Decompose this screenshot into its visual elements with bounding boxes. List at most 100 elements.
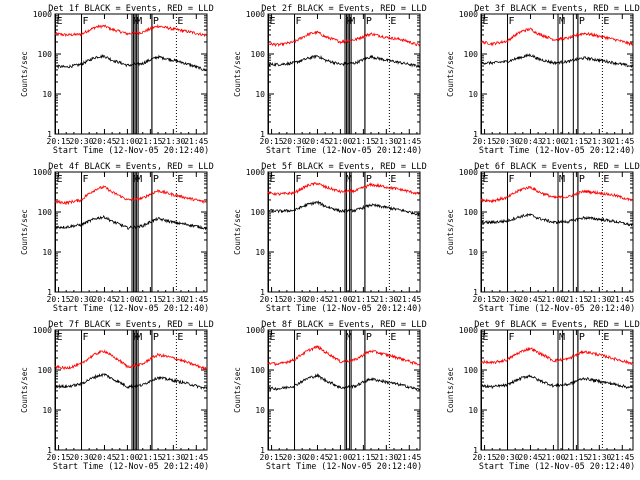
marker-label: E: [603, 16, 609, 27]
y-tick-label: 10: [468, 90, 478, 99]
marker-label: E: [177, 174, 183, 185]
y-tick-label: 1: [473, 446, 478, 455]
marker-label: M: [346, 16, 352, 27]
x-tick-label: 21:30: [374, 137, 398, 146]
series-line-events: [267, 200, 420, 216]
marker-label: P: [366, 174, 372, 185]
x-tick-label: 20:45: [92, 453, 116, 462]
x-axis-label: Start Time (12-Nov-05 20:12:40): [53, 461, 209, 471]
x-tick-label: 20:45: [305, 137, 329, 146]
y-axis-label: Counts/sec: [446, 209, 455, 255]
y-tick-label: 1000: [33, 168, 52, 177]
y-tick-label: 1000: [246, 168, 265, 177]
y-axis-label: Counts/sec: [233, 367, 242, 413]
y-tick-label: 1: [473, 130, 478, 139]
marker-label: P: [153, 174, 159, 185]
y-tick-label: 1: [260, 288, 265, 297]
y-axis-label: Counts/sec: [233, 51, 242, 97]
x-tick-label: 20:30: [282, 453, 306, 462]
chart-panel-4: Det 4f BLACK = Events, RED = LLD 1 10 100 10…: [20, 162, 214, 313]
y-tick-label: 10: [468, 406, 478, 415]
marker-label: E: [390, 16, 396, 27]
marker-label: E: [57, 16, 63, 27]
series-line-events: [54, 53, 207, 72]
y-axis-label: Counts/sec: [233, 209, 242, 255]
marker-label: F: [296, 174, 302, 185]
chart-panel-7: Det 7f BLACK = Events, RED = LLD 1 10 100 10…: [20, 320, 214, 471]
x-tick-label: 21:00: [115, 137, 139, 146]
marker-label: E: [483, 16, 489, 27]
y-tick-label: 1000: [459, 326, 478, 335]
marker-label: P: [579, 16, 585, 27]
y-tick-label: 1: [473, 288, 478, 297]
plot-frame: [480, 171, 634, 293]
y-tick-label: 1: [260, 446, 265, 455]
x-axis-label: Start Time (12-Nov-05 20:12:40): [479, 303, 635, 313]
y-tick-label: 1: [47, 288, 52, 297]
plot-frame: [54, 171, 208, 293]
x-tick-label: 20:15: [473, 295, 497, 304]
plot-frame: [54, 329, 208, 451]
x-axis-label: Start Time (12-Nov-05 20:12:40): [266, 145, 422, 155]
x-tick-label: 20:30: [495, 295, 519, 304]
marker-label: M: [133, 332, 139, 343]
y-tick-label: 100: [251, 366, 266, 375]
marker-label: M: [559, 174, 565, 185]
series-line-lld: [480, 27, 633, 47]
x-tick-label: 21:30: [587, 453, 611, 462]
y-tick-label: 100: [464, 366, 479, 375]
x-tick-label: 21:00: [115, 295, 139, 304]
x-tick-label: 20:15: [47, 453, 71, 462]
x-tick-label: 20:45: [92, 137, 116, 146]
x-tick-label: 20:15: [260, 137, 284, 146]
x-tick-label: 20:45: [518, 295, 542, 304]
x-tick-label: 21:00: [328, 137, 352, 146]
series-line-lld: [267, 30, 420, 48]
x-tick-label: 20:15: [47, 137, 71, 146]
marker-label: M: [133, 174, 139, 185]
x-tick-label: 21:30: [587, 295, 611, 304]
marker-label: P: [366, 332, 372, 343]
x-tick-label: 20:45: [305, 453, 329, 462]
marker-label: M: [559, 16, 565, 27]
x-tick-label: 21:30: [161, 453, 185, 462]
x-tick-label: 21:45: [184, 137, 208, 146]
plot-frame: [267, 329, 421, 451]
x-tick-label: 21:45: [397, 137, 421, 146]
x-tick-label: 20:15: [473, 453, 497, 462]
x-tick-label: 21:30: [587, 137, 611, 146]
x-tick-label: 21:15: [564, 295, 588, 304]
chart-panel-9: Det 9f BLACK = Events, RED = LLD 1 10 100 10…: [446, 320, 640, 471]
y-tick-label: 10: [468, 248, 478, 257]
chart-panel-5: Det 5f BLACK = Events, RED = LLD 1 10 100 10…: [233, 162, 427, 313]
chart-title: Det 6f BLACK = Events, RED = LLD: [474, 162, 640, 172]
chart-title: Det 7f BLACK = Events, RED = LLD: [48, 320, 214, 330]
marker-label: F: [509, 16, 515, 27]
chart-title: Det 8f BLACK = Events, RED = LLD: [261, 320, 427, 330]
x-tick-label: 21:15: [351, 453, 375, 462]
plot-frame: [480, 13, 634, 135]
x-tick-label: 20:30: [69, 137, 93, 146]
y-tick-label: 10: [255, 248, 265, 257]
x-tick-label: 20:15: [473, 137, 497, 146]
x-tick-label: 21:15: [564, 453, 588, 462]
x-tick-label: 20:15: [260, 453, 284, 462]
plot-frame: [54, 13, 208, 135]
x-tick-label: 20:43: [518, 137, 542, 146]
chart-panel-8: Det 8f BLACK = Events, RED = LLD 1 10 100 10…: [233, 320, 427, 471]
plot-frame: [267, 171, 421, 293]
plot-frame: [267, 13, 421, 135]
marker-label: M: [346, 174, 352, 185]
x-tick-label: 21:30: [161, 295, 185, 304]
y-tick-label: 1000: [33, 10, 52, 19]
y-tick-label: 10: [42, 90, 52, 99]
marker-label: E: [483, 332, 489, 343]
marker-label: F: [296, 332, 302, 343]
y-tick-label: 100: [38, 366, 53, 375]
marker-label: F: [509, 332, 515, 343]
y-axis-label: Counts/sec: [20, 51, 29, 97]
series-line-events: [480, 53, 633, 68]
x-tick-label: 20:15: [47, 295, 71, 304]
x-axis-label: Start Time (12-Nov-05 20:12:40): [479, 145, 635, 155]
